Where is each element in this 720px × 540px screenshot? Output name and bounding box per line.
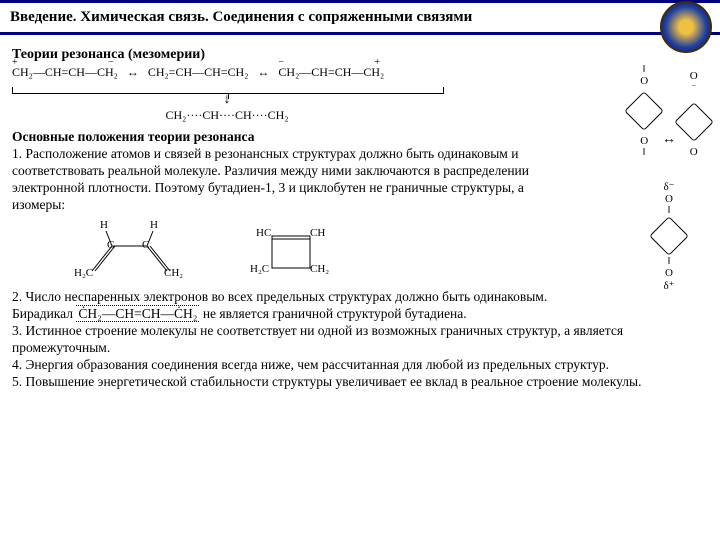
o-atom: O <box>624 193 714 205</box>
o-atom: O <box>624 267 714 279</box>
biradical-pre: Бирадикал <box>12 306 76 321</box>
resonance-3: CH₂—CH=CH—CH₂ <box>278 65 384 79</box>
principles-block: Основные положения теории резонанса 1. Р… <box>12 129 708 213</box>
resonance-arrow-icon: ↔ <box>662 132 676 147</box>
h2c-label: H₂C <box>250 263 269 275</box>
principle-1: 1. Расположение атомов и связей в резона… <box>12 146 572 214</box>
principle-4: 4. Энергия образования соединения всегда… <box>12 357 708 374</box>
quinone-resonance: ‖ O O ‖ ↔ O⁻ O δ⁻ O ‖ ‖ O δ⁺ <box>624 62 714 292</box>
principle-5: 5. Повышение энергетической стабильности… <box>12 374 708 391</box>
biradical-post: не является граничной структурой бутадие… <box>203 306 467 321</box>
ch2-label: CH₂ <box>310 263 329 275</box>
isomer-structures: H H C C H₂C CH₂ HC CH H₂C CH₂ <box>72 221 708 281</box>
delta-plus: δ⁺ <box>624 279 714 292</box>
bracket-arrow: ↓ <box>12 96 442 106</box>
biradical-formula: ĊH₂—CH=CH—ĊH₂ <box>76 305 199 322</box>
principle-3: 3. Истинное строение молекулы не соответ… <box>12 323 708 357</box>
quinone-delta: δ⁻ O ‖ ‖ O δ⁺ <box>624 180 714 292</box>
cyclobutene-structure: HC CH H₂C CH₂ <box>242 221 342 281</box>
c-label: C <box>107 239 114 251</box>
ch2-label: H₂C <box>74 267 93 279</box>
resonance-1: CH₂—CH=CH—CH₂ <box>12 65 118 79</box>
o-atom: O <box>630 75 658 87</box>
o-atom: O <box>630 135 658 147</box>
page-title: Введение. Химическая связь. Соединения с… <box>10 9 710 26</box>
resonance-bracket <box>12 87 444 94</box>
ch2-label: CH₂ <box>164 267 183 279</box>
resonance-2: CH₂=CH—CH=CH₂ <box>148 65 249 79</box>
header-bar: Введение. Химическая связь. Соединения с… <box>0 0 720 35</box>
principle-2b: Бирадикал ĊH₂—CH=CH—ĊH₂ не является гран… <box>12 306 708 323</box>
butadiene-structure: H H C C H₂C CH₂ <box>72 221 192 281</box>
h-label: H <box>150 219 158 231</box>
content-area: Теории резонанса (мезомерии) + − CH₂—CH=… <box>0 35 720 391</box>
ch-label: CH <box>310 227 325 239</box>
principle-2a: 2. Число неспаренных электронов во всех … <box>12 289 708 306</box>
delta-minus: δ⁻ <box>624 180 714 193</box>
quinone-1: ‖ O O ‖ <box>630 64 658 158</box>
resonance-theory-title: Теории резонанса (мезомерии) <box>12 47 708 63</box>
hc-label: HC <box>256 227 271 239</box>
principles-title: Основные положения теории резонанса <box>12 129 708 146</box>
h-label: H <box>100 219 108 231</box>
hybrid-structure: CH₂····CH····CH····CH₂ <box>12 108 442 123</box>
o-atom: O <box>680 146 708 158</box>
resonance-structures-row: + − CH₂—CH=CH—CH₂ ↔ CH₂=CH—CH=CH₂ ↔ − + … <box>12 65 708 87</box>
o-atom: O <box>680 70 708 82</box>
quinone-pair-top: ‖ O O ‖ ↔ O⁻ O <box>624 62 714 160</box>
c-label: C <box>142 239 149 251</box>
university-logo <box>660 1 712 53</box>
quinone-2: O⁻ O <box>680 70 708 158</box>
principles-2-5: 2. Число неспаренных электронов во всех … <box>12 289 708 390</box>
